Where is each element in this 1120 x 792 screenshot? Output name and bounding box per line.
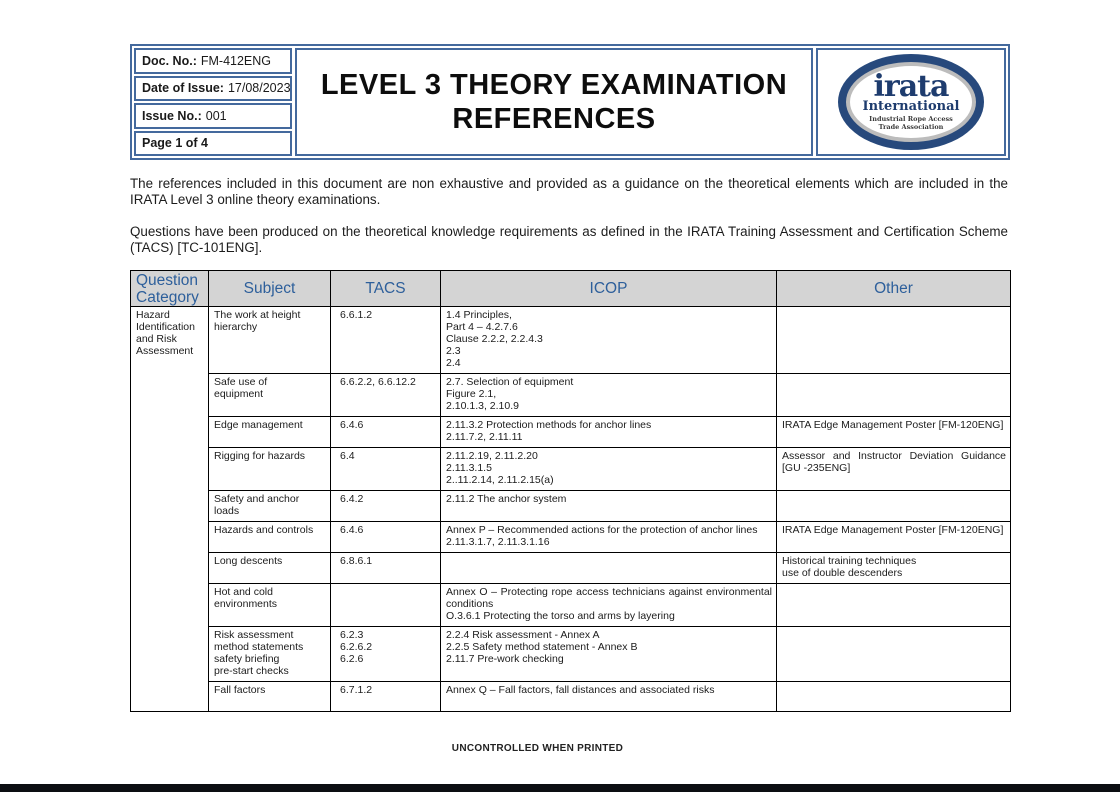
intro-paragraph-2: Questions have been produced on the theo… <box>130 224 1008 255</box>
tacs-cell: 6.6.1.2 <box>330 306 441 374</box>
subject-cell: Risk assessment method statements safety… <box>208 626 331 682</box>
page-title-line2: REFERENCES <box>452 103 656 135</box>
icop-cell: 2.11.3.2 Protection methods for anchor l… <box>440 416 777 448</box>
icop-cell: 1.4 Principles, Part 4 – 4.2.7.6 Clause … <box>440 306 777 374</box>
header-tacs: TACS <box>330 270 441 307</box>
doc-number-cell: Doc. No.: FM-412ENG <box>134 48 292 74</box>
logo-tagline: Industrial Rope Access Trade Association <box>869 114 953 131</box>
other-cell <box>776 626 1011 682</box>
page-number-cell: Page 1 of 4 <box>134 130 292 156</box>
issue-number-label: Issue No.: <box>142 108 202 123</box>
subject-cell: Hot and cold environments <box>208 583 331 627</box>
intro-paragraph-1: The references included in this document… <box>130 176 1008 207</box>
subject-cell: Safe use of equipment <box>208 373 331 417</box>
table-row: Hot and cold environments Annex O – Prote… <box>131 583 1011 627</box>
table-row: Hazards and controls 6.4.6 Annex P – Recom… <box>131 521 1011 553</box>
tacs-cell: 6.4.2 <box>330 490 441 522</box>
document-header: Doc. No.: FM-412ENG Date of Issue: 17/08… <box>130 44 1010 160</box>
irata-logo-box: irata International Industrial Rope Acce… <box>816 48 1006 156</box>
date-of-issue-value: 17/08/2023 <box>227 81 291 96</box>
icop-cell: Annex Q – Fall factors, fall distances a… <box>440 681 777 712</box>
tacs-cell: 6.6.2.2, 6.6.12.2 <box>330 373 441 417</box>
icop-cell: 2.2.4 Risk assessment - Annex A 2.2.5 Sa… <box>440 626 777 682</box>
icop-cell: Annex P – Recommended actions for the pr… <box>440 521 777 553</box>
subject-cell: The work at height hierarchy <box>208 306 331 374</box>
uncontrolled-note: UNCONTROLLED WHEN PRINTED <box>451 743 624 754</box>
subject-cell: Fall factors <box>208 681 331 712</box>
subject-cell: Long descents <box>208 552 331 584</box>
doc-number-label: Doc. No.: <box>142 53 197 68</box>
icop-cell: 2.11.2 The anchor system <box>440 490 777 522</box>
logo-wordmark: irata <box>873 68 950 104</box>
date-of-issue-cell: Date of Issue: 17/08/2023 <box>134 75 292 101</box>
other-cell: IRATA Edge Management Poster [FM-120ENG] <box>776 416 1011 448</box>
other-cell <box>776 583 1011 627</box>
table-row: Safe use of equipment 6.6.2.2, 6.6.12.2 2.… <box>131 373 1011 417</box>
other-cell <box>776 373 1011 417</box>
table-body: Hazard Identification and Risk Assessmen… <box>130 306 1011 712</box>
other-cell: IRATA Edge Management Poster [FM-120ENG] <box>776 521 1011 553</box>
other-cell: Historical training techniques use of do… <box>776 552 1011 584</box>
page-number-label: Page 1 of 4 <box>142 136 208 151</box>
icop-cell <box>440 552 777 584</box>
other-cell <box>776 490 1011 522</box>
tacs-cell: 6.4.6 <box>330 521 441 553</box>
doc-info-column: Doc. No.: FM-412ENG Date of Issue: 17/08… <box>134 48 292 156</box>
header-question-category: Question Category <box>130 270 209 307</box>
issue-number-value: 001 <box>205 108 227 123</box>
other-cell: Assessor and Instructor Deviation Guidan… <box>776 447 1011 491</box>
doc-number-value: FM-412ENG <box>200 53 272 68</box>
references-table: Question Category Subject TACS ICOP Othe… <box>130 270 1011 712</box>
page-title: LEVEL 3 THEORY EXAMINATION <box>320 69 788 101</box>
tacs-cell <box>330 583 441 627</box>
window-bottom-bar <box>0 784 1120 792</box>
header-other: Other <box>776 270 1011 307</box>
icop-cell: Annex O – Protecting rope access technic… <box>440 583 777 627</box>
header-subject: Subject <box>208 270 331 307</box>
subject-cell: Rigging for hazards <box>208 447 331 491</box>
date-of-issue-label: Date of Issue: <box>142 81 224 96</box>
subject-cell: Safety and anchor loads <box>208 490 331 522</box>
table-header-row: Question Category Subject TACS ICOP Othe… <box>130 270 1011 307</box>
table-row: Safety and anchor loads 6.4.2 2.11.2 The a… <box>131 490 1011 522</box>
other-cell <box>776 306 1011 374</box>
tacs-cell: 6.4.6 <box>330 416 441 448</box>
tacs-cell: 6.4 <box>330 447 441 491</box>
other-cell <box>776 681 1011 712</box>
irata-logo-icon: irata International Industrial Rope Acce… <box>838 54 984 150</box>
tacs-cell: 6.8.6.1 <box>330 552 441 584</box>
tacs-cell: 6.2.3 6.2.6.2 6.2.6 <box>330 626 441 682</box>
document-title-box: LEVEL 3 THEORY EXAMINATION REFERENCES <box>295 48 813 156</box>
tacs-cell: 6.7.1.2 <box>330 681 441 712</box>
subject-cell: Edge management <box>208 416 331 448</box>
icop-cell: 2.7. Selection of equipment Figure 2.1, … <box>440 373 777 417</box>
icop-cell: 2.11.2.19, 2.11.2.20 2.11.3.1.5 2..11.2.… <box>440 447 777 491</box>
header-icop: ICOP <box>440 270 777 307</box>
subject-cell: Hazards and controls <box>208 521 331 553</box>
table-row: Risk assessment method statements safety… <box>131 626 1011 682</box>
table-row: Fall factors 6.7.1.2 Annex Q – Fall factor… <box>131 681 1011 712</box>
intro-section: The references included in this document… <box>130 176 1008 272</box>
table-row: Long descents 6.8.6.1 Historical training … <box>131 552 1011 584</box>
logo-subtitle: International <box>862 98 960 114</box>
issue-number-cell: Issue No.: 001 <box>134 103 292 129</box>
table-row: Rigging for hazards 6.4 2.11.2.19, 2.11.2.… <box>131 447 1011 491</box>
table-row: Edge management 6.4.6 2.11.3.2 Protection … <box>131 416 1011 448</box>
category-cell: Hazard Identification and Risk Assessmen… <box>130 306 209 712</box>
table-row: Hazard Identification and Risk Assessmen… <box>130 306 1011 712</box>
